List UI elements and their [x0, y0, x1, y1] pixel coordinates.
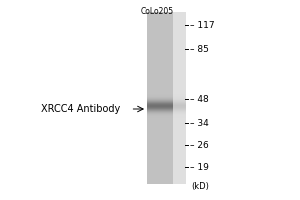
Text: – 26: – 26 [190, 140, 208, 149]
Text: (kD): (kD) [191, 182, 209, 190]
Text: – 117: – 117 [190, 21, 214, 29]
Text: – 48: – 48 [190, 95, 208, 104]
Text: XRCC4 Antibody: XRCC4 Antibody [41, 104, 121, 114]
Text: – 34: – 34 [190, 118, 208, 128]
Text: CoLo205: CoLo205 [141, 7, 174, 16]
Text: – 85: – 85 [190, 45, 208, 53]
Text: – 19: – 19 [190, 162, 208, 171]
